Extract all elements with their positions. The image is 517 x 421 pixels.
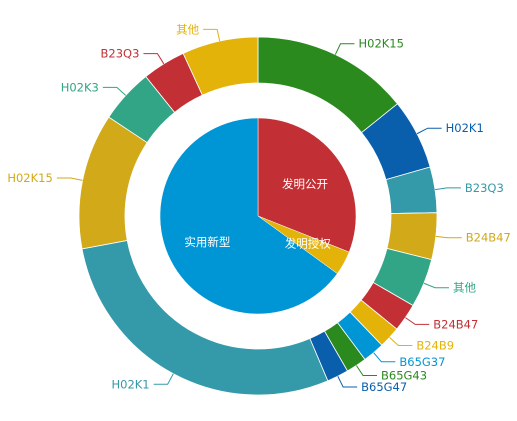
inner-slice-label-2: 实用新型 (184, 235, 230, 249)
leader-lines (56, 28, 462, 388)
outer-slice-label-4: 其他 (453, 281, 476, 295)
outer-slice-label-0: H02K15 (358, 37, 403, 51)
outer-slice-0[interactable] (257, 36, 399, 134)
outer-labels: H02K15 H02K1 B23Q3 B24B47 其他 B24B47 B24B9 B65G3… (7, 22, 510, 394)
outer-slice-label-11: H02K15 (7, 171, 52, 185)
leader-line-12 (102, 86, 127, 96)
outer-slice-label-1: H02K1 (446, 121, 484, 135)
inner-slice-label-0: 发明公开 (282, 177, 328, 191)
inner-slice-0[interactable] (257, 117, 357, 253)
inner-slice-2[interactable] (159, 117, 338, 315)
outer-ring (78, 36, 438, 396)
outer-slice-label-14: 其他 (176, 22, 199, 36)
outer-slice-label-5: B24B47 (433, 317, 478, 331)
outer-slice-label-13: B23Q3 (101, 47, 140, 61)
leader-line-10 (153, 373, 174, 385)
outer-slice-11[interactable] (78, 116, 148, 250)
outer-slice-label-8: B65G43 (381, 369, 427, 383)
outer-slice-label-9: B65G47 (361, 380, 407, 394)
inner-pie (159, 117, 357, 315)
outer-slice-14[interactable] (182, 36, 259, 96)
outer-slice-label-3: B24B47 (466, 231, 511, 245)
outer-slice-label-7: B65G37 (399, 355, 445, 369)
leader-line-11 (56, 177, 83, 181)
leader-line-3 (435, 235, 462, 239)
leader-line-9 (337, 376, 358, 388)
leader-line-13 (143, 53, 165, 65)
outer-slice-label-12: H02K3 (61, 80, 99, 94)
leader-line-5 (405, 317, 430, 325)
leader-line-6 (389, 337, 413, 347)
leader-line-8 (355, 365, 378, 377)
leader-line-4 (423, 282, 450, 289)
outer-slice-label-6: B24B9 (416, 339, 454, 353)
outer-slice-label-2: B23Q3 (465, 181, 504, 195)
leader-line-7 (373, 352, 396, 363)
leader-line-1 (416, 127, 442, 135)
leader-line-0 (334, 43, 355, 55)
leader-line-2 (434, 187, 461, 191)
outer-slice-label-10: H02K1 (111, 377, 149, 391)
leader-line-14 (203, 28, 221, 42)
inner-slice-label-1: 发明授权 (285, 236, 331, 250)
